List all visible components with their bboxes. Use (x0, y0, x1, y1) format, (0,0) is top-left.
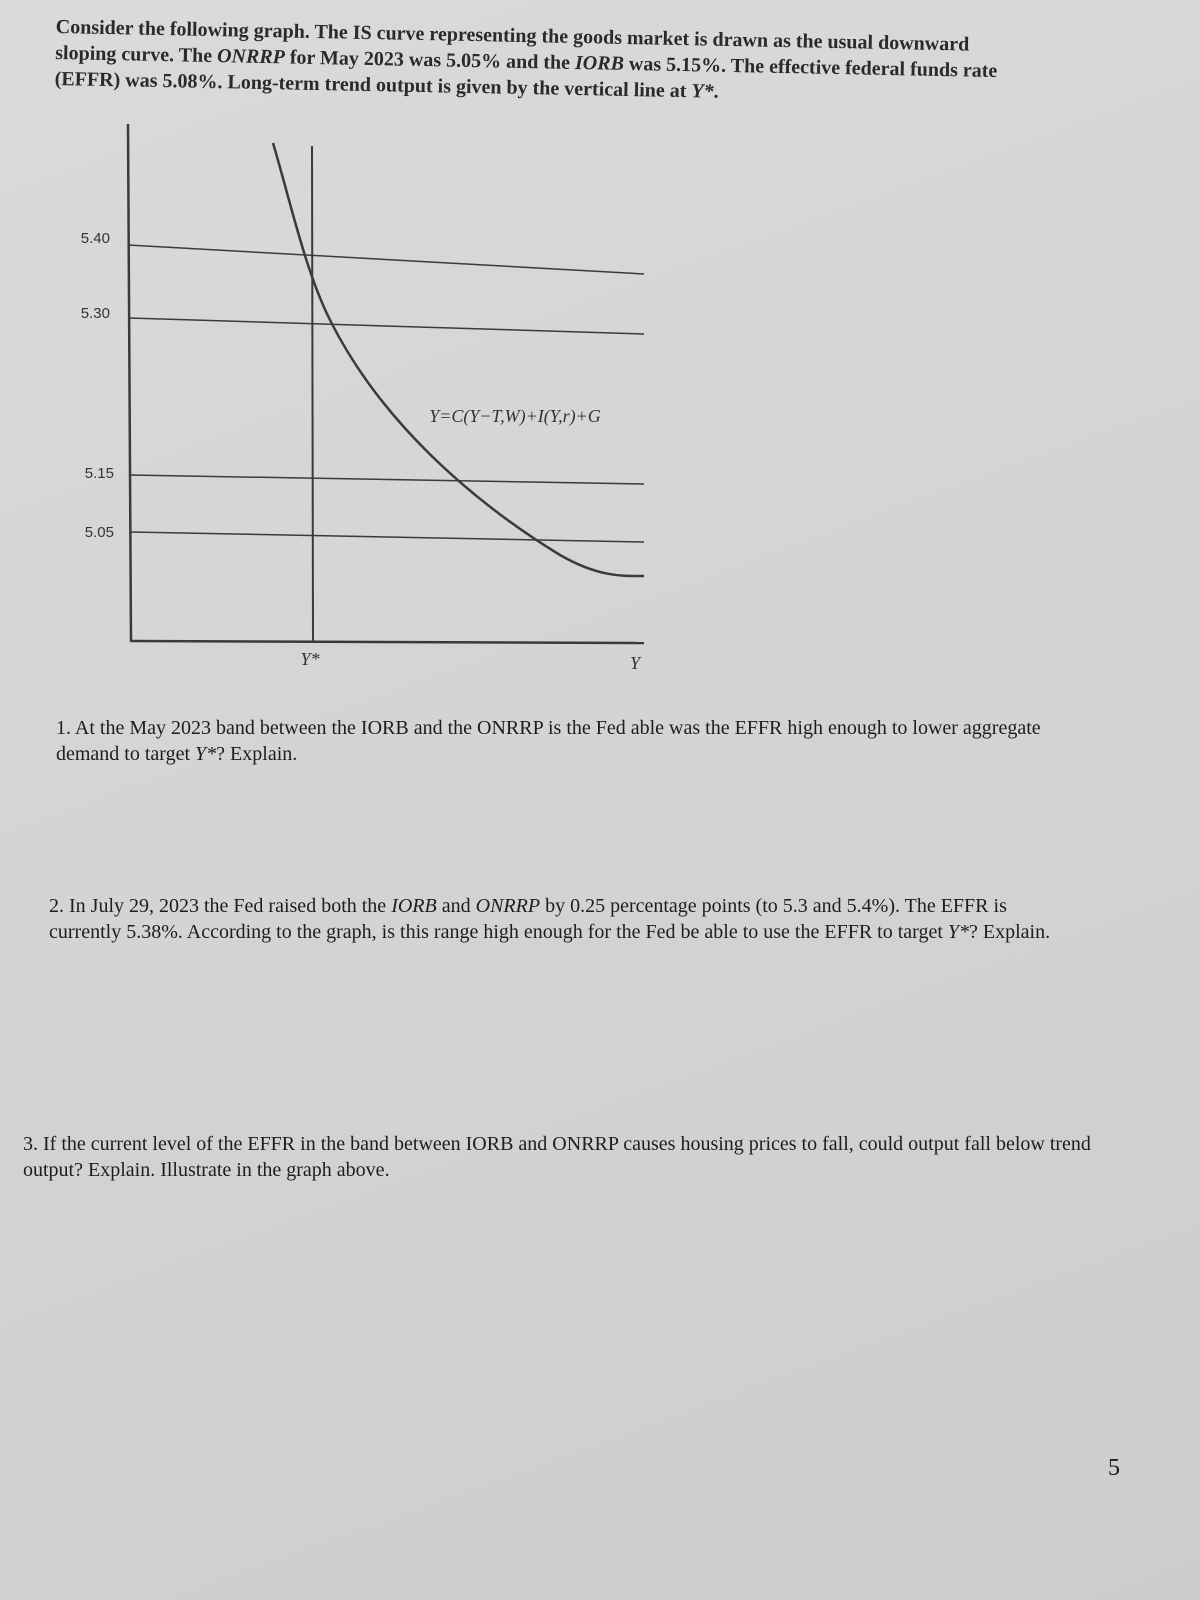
rate-line (128, 317, 645, 335)
y-axis (126, 123, 133, 643)
question: 2. In July 29, 2023 the Fed raised both … (49, 893, 1059, 945)
text-run: 1. At the May 2023 band between the IORB… (56, 717, 1041, 765)
rate-line (129, 531, 645, 543)
text-run: IORB (391, 895, 437, 917)
text-run: and (436, 895, 476, 917)
text-run: 3. If the current level of the EFFR in t… (23, 1133, 1091, 1181)
y-label: 5.05 (85, 524, 114, 541)
text-run: ? Explain. (216, 743, 298, 765)
text-run: ONRRP (475, 895, 541, 917)
trend-output-line (311, 145, 314, 642)
text-run: ? Explain. (969, 921, 1051, 943)
curve-label: Y=C(Y−T,W)+I(Y,r)+G (429, 406, 601, 427)
y-label: 5.40 (81, 230, 110, 247)
x-label: Y* (300, 649, 319, 669)
text-run: by 0.25 percentage points (to 5.3 and 5.… (49, 895, 1007, 943)
text-run: 2. In July 29, 2023 the Fed raised both … (49, 895, 392, 917)
rate-line (129, 474, 645, 485)
is-graph: 5.40 5.30 5.15 5.05 Y=C(Y−T,W)+I(Y,r)+G … (81, 123, 645, 673)
question: 1. At the May 2023 band between the IORB… (56, 715, 1046, 767)
is-curve (271, 142, 645, 578)
page-number: 5 (1108, 1455, 1120, 1481)
question: 3. If the current level of the EFFR in t… (23, 1131, 1103, 1183)
text-run: Y* (195, 743, 217, 765)
x-label: Y (630, 653, 642, 673)
graph-lines (126, 123, 645, 645)
x-axis (130, 639, 645, 645)
text-run: Y* (947, 921, 970, 943)
rate-line (127, 244, 645, 275)
y-label: 5.15 (85, 465, 114, 482)
y-label: 5.30 (81, 305, 110, 322)
